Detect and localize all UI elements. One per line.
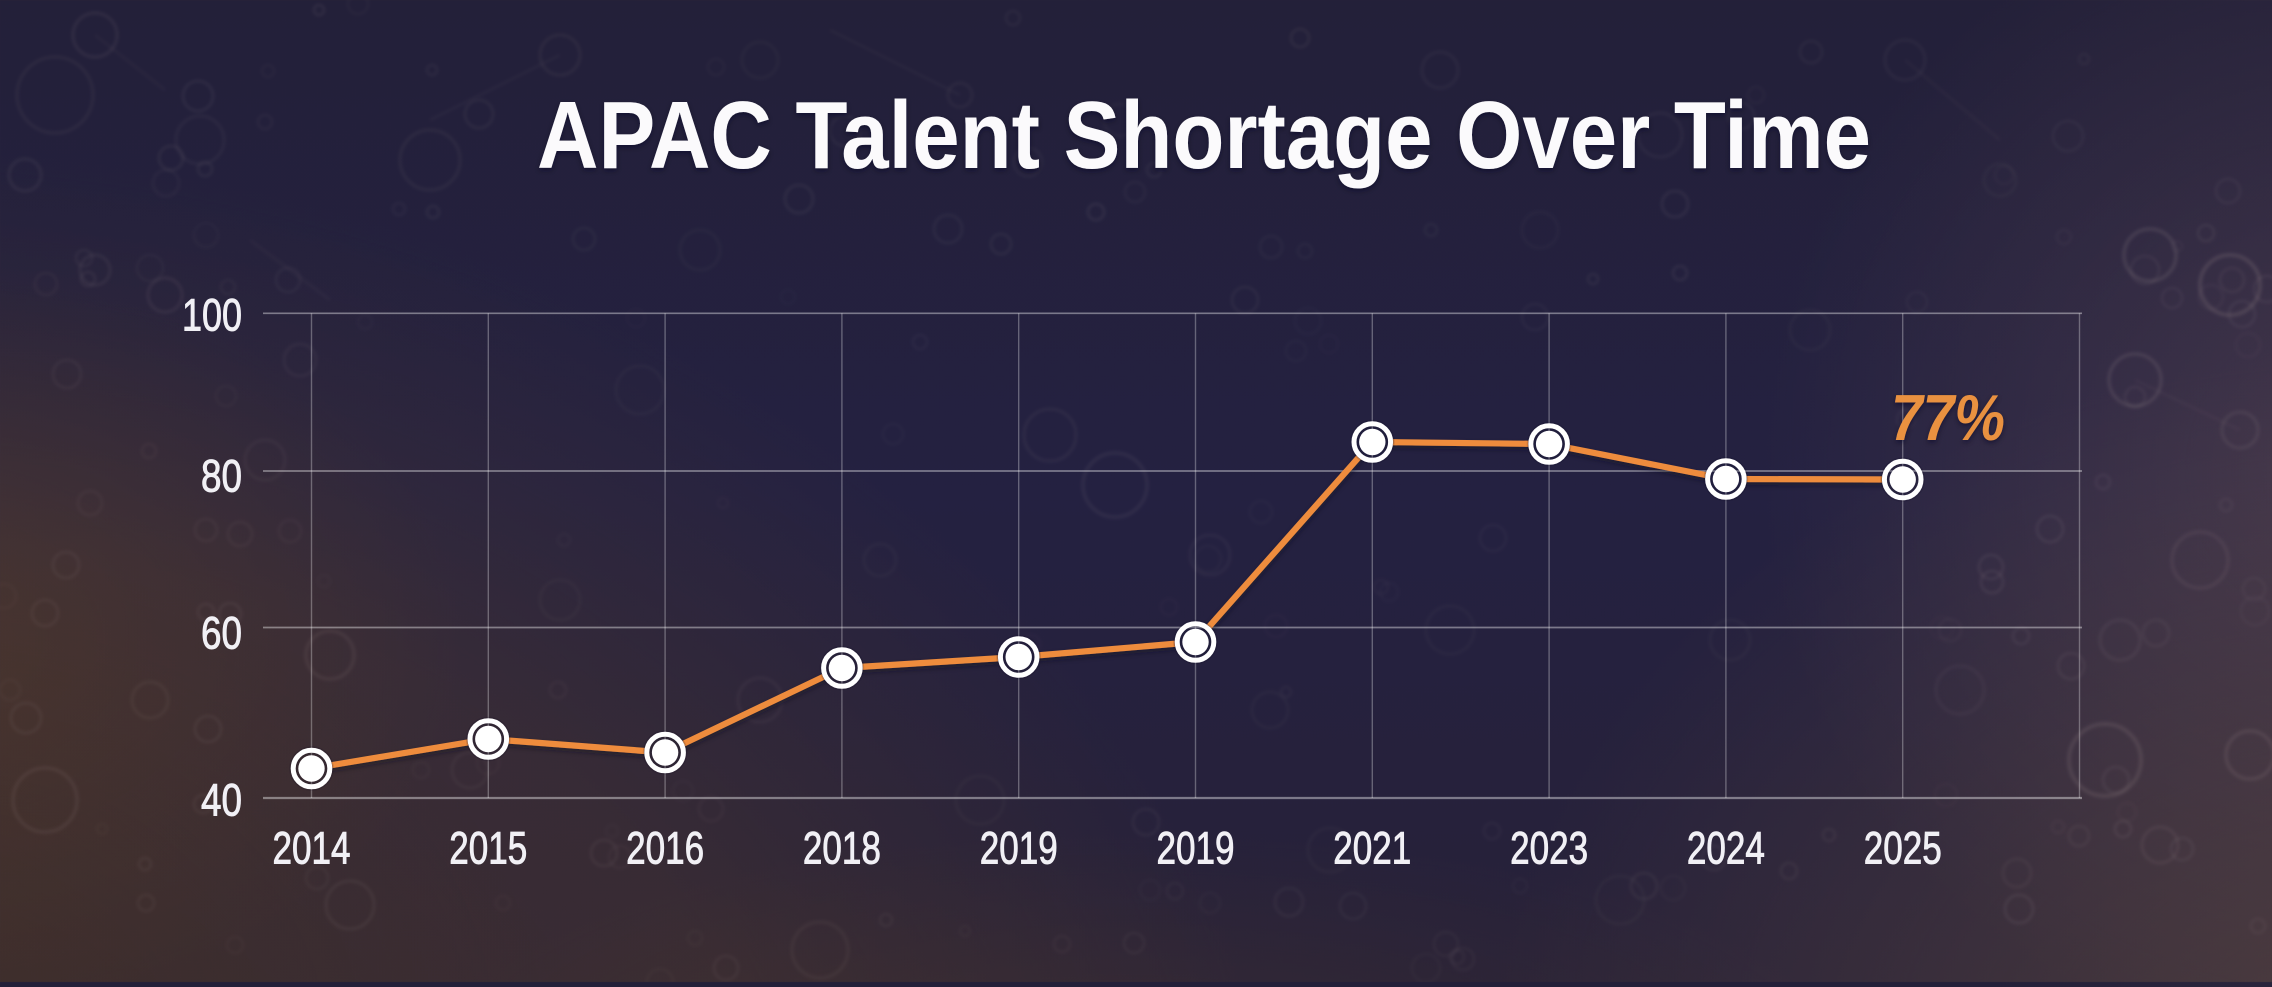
svg-text:100: 100 <box>182 290 242 341</box>
svg-text:2018: 2018 <box>803 823 881 874</box>
svg-text:APAC Talent Shortage Over Time: APAC Talent Shortage Over Time <box>537 82 1871 189</box>
svg-text:2019: 2019 <box>980 823 1058 874</box>
svg-text:2021: 2021 <box>1333 823 1411 874</box>
svg-text:2014: 2014 <box>273 823 351 874</box>
svg-text:2015: 2015 <box>449 823 527 874</box>
svg-text:2016: 2016 <box>626 823 704 874</box>
svg-text:2019: 2019 <box>1157 823 1235 874</box>
svg-text:2024: 2024 <box>1687 823 1765 874</box>
svg-text:2025: 2025 <box>1864 823 1942 874</box>
svg-text:80: 80 <box>201 451 242 502</box>
svg-text:2023: 2023 <box>1510 823 1588 874</box>
svg-text:60: 60 <box>201 608 242 659</box>
svg-text:40: 40 <box>201 775 242 826</box>
svg-text:77%: 77% <box>1891 381 2005 454</box>
